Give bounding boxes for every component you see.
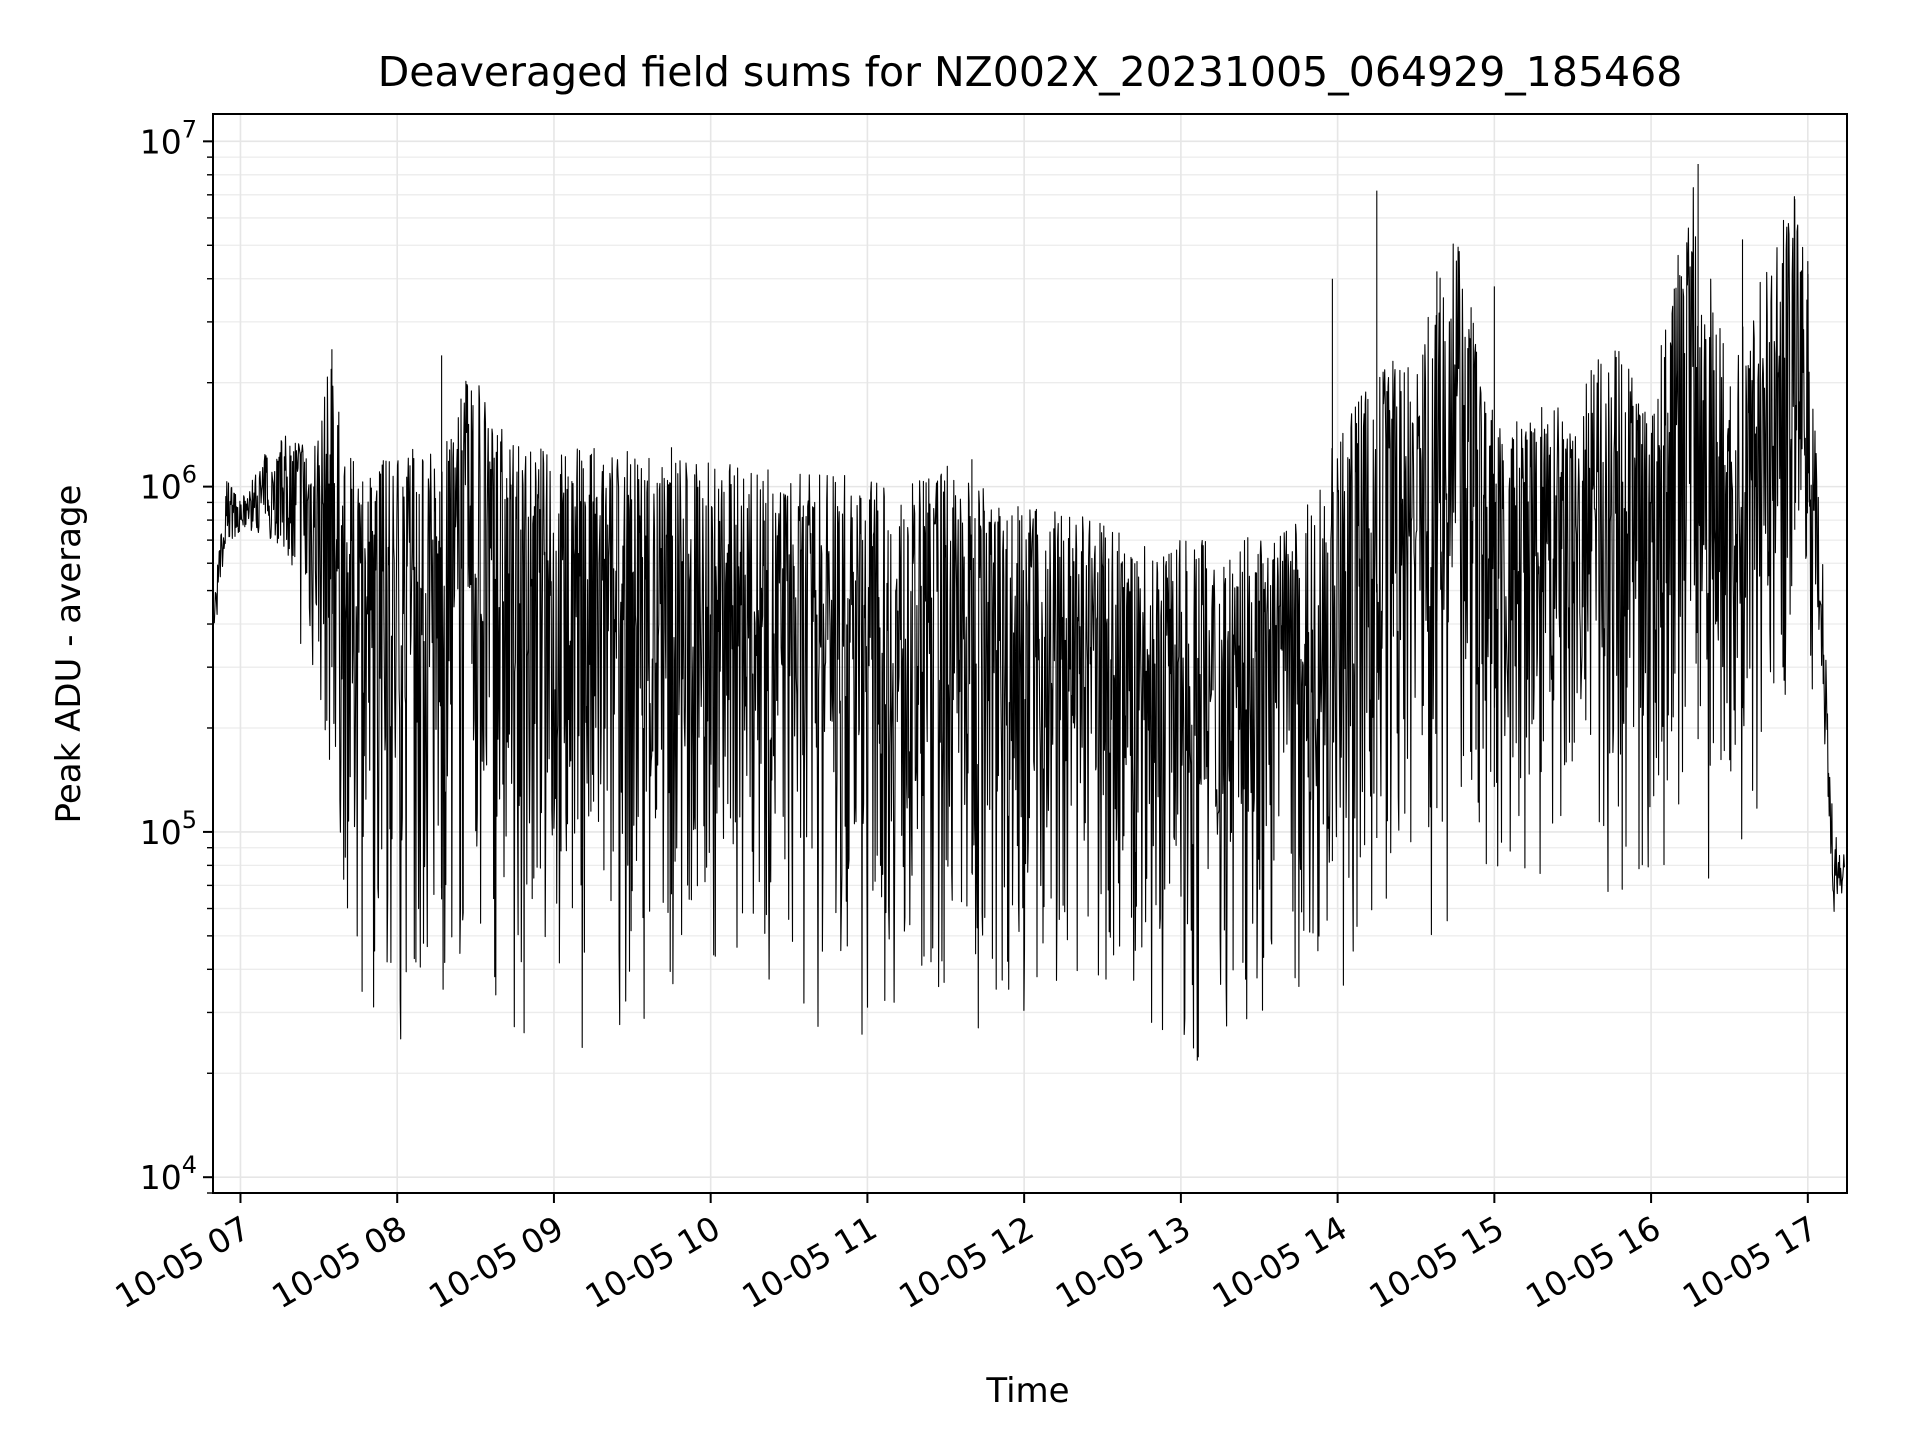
y-axis-label: Peak ADU - average xyxy=(49,485,89,824)
y-tick-label: 107 xyxy=(140,115,197,161)
x-tick-label: 10-05 17 xyxy=(1676,1208,1824,1316)
x-axis: 10-05 07 10-05 08 10-05 09 10-05 10 10-05 11… xyxy=(108,1193,1824,1316)
x-tick-label: 10-05 11 xyxy=(735,1208,883,1316)
x-tick-label: 10-05 13 xyxy=(1049,1208,1197,1316)
y-tick-label: 104 xyxy=(140,1151,197,1197)
x-tick-label: 10-05 10 xyxy=(579,1208,727,1316)
y-tick-label: 106 xyxy=(140,461,197,507)
chart-title: Deaveraged field sums for NZ002X_2023100… xyxy=(378,48,1683,96)
x-tick-label: 10-05 15 xyxy=(1362,1208,1510,1316)
series-line xyxy=(213,187,1845,1061)
plot-area xyxy=(212,113,1848,1194)
x-tick-label: 10-05 14 xyxy=(1206,1208,1354,1316)
x-tick-label: 10-05 12 xyxy=(892,1208,1040,1316)
x-axis-label: Time xyxy=(985,1371,1069,1411)
x-tick-label: 10-05 08 xyxy=(265,1208,413,1316)
x-tick-label: 10-05 09 xyxy=(422,1208,570,1316)
series-group xyxy=(213,163,1845,1061)
y-axis: 104 105 106 107 xyxy=(140,115,213,1197)
y-tick-label: 105 xyxy=(140,806,197,852)
x-tick-label: 10-05 16 xyxy=(1519,1208,1667,1316)
x-tick-label: 10-05 07 xyxy=(108,1208,256,1316)
